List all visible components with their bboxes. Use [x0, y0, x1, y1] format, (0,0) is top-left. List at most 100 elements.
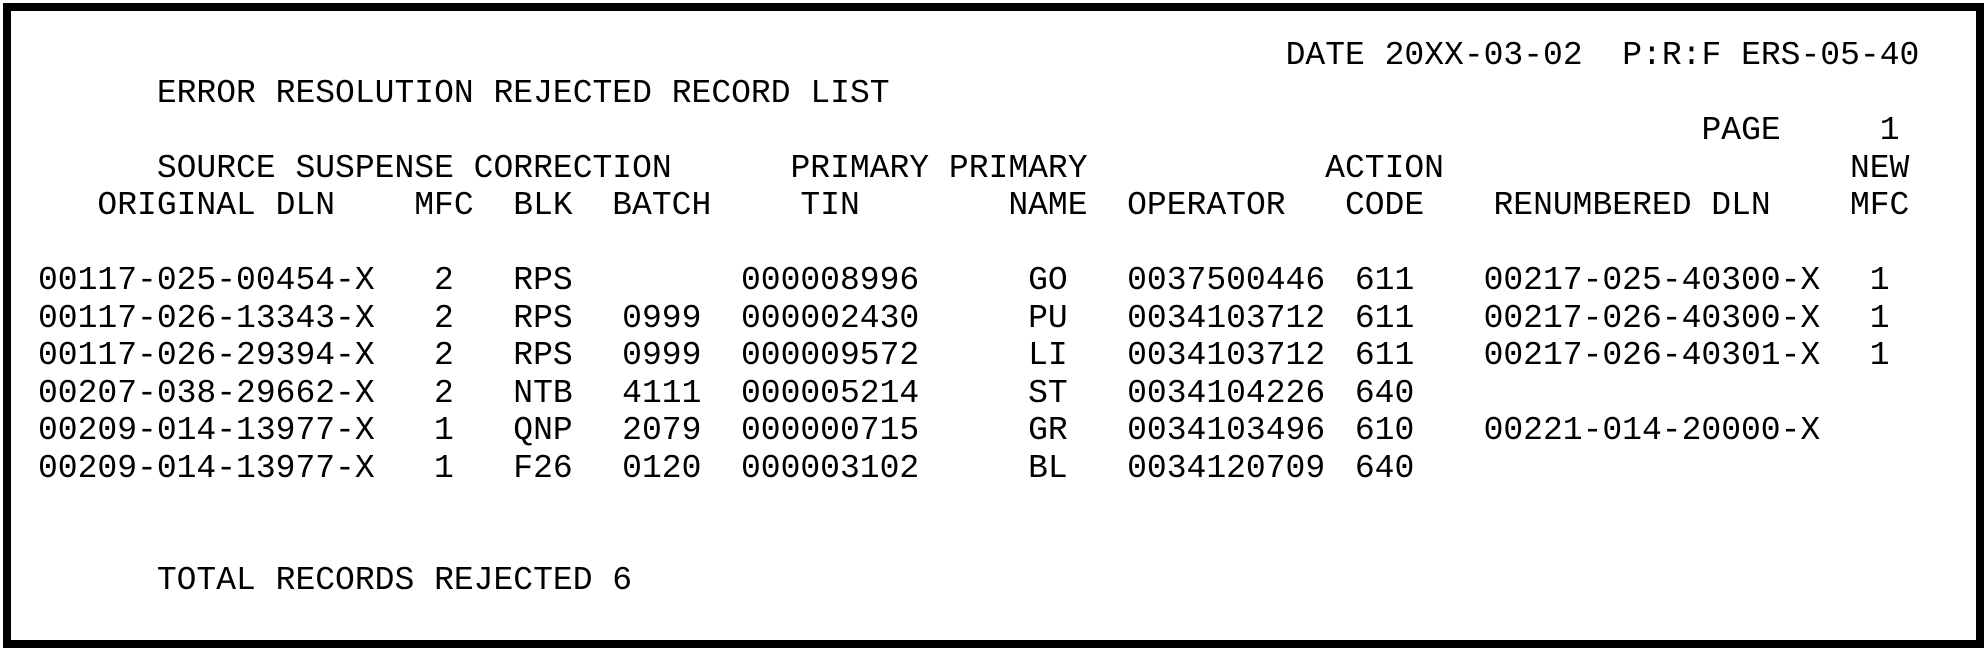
cell-operator: 0034103712	[1127, 337, 1326, 374]
cell-operator: 0034103712	[1127, 299, 1326, 337]
cell-name: GR	[1028, 412, 1068, 449]
cell-name: PU	[1028, 299, 1068, 337]
cell-code: 611	[1354, 299, 1415, 337]
col-header-new-mfc: MFC	[1849, 187, 1910, 224]
col-header-new-top: NEW	[1849, 149, 1910, 187]
cell-renumbered-dln: 00217-025-40300-X	[1483, 262, 1821, 299]
cell-tin: 000008996	[740, 262, 920, 299]
cell-mfc: 2	[434, 262, 454, 299]
cell-batch: 4111	[622, 374, 702, 412]
cell-blk: RPS	[513, 337, 573, 374]
cell-blk: QNP	[513, 412, 573, 449]
cell-blk: NTB	[513, 374, 573, 412]
cell-blk: RPS	[513, 299, 573, 337]
table-row: 00117-026-13343-X 2 RPS 0999 000002430 P…	[38, 300, 1939, 338]
cell-name: LI	[1028, 337, 1068, 374]
cell-original-dln: 00207-038-29662-X	[38, 374, 375, 412]
blank-line	[38, 487, 1976, 525]
date-value: 20XX-03-02	[1384, 37, 1583, 74]
cell-new-mfc	[1820, 412, 1939, 450]
col-header-operator: OPERATOR	[1127, 187, 1286, 224]
cell-new-mfc: 1	[1869, 262, 1890, 299]
col-header-blk: BLK	[513, 187, 573, 224]
cell-mfc: 2	[434, 337, 454, 374]
cell-code: 611	[1354, 262, 1415, 299]
table-row: 00117-025-00454-X 2 RPS 000008996 GO 003…	[38, 262, 1939, 300]
cell-new-mfc	[1820, 450, 1939, 488]
cell-operator: 0034104226	[1127, 374, 1326, 412]
report-sheet: ERROR RESOLUTION REJECTED RECORD LIST DA…	[3, 3, 1984, 648]
cell-blk: F26	[513, 449, 573, 487]
report-subtitle: SOURCE SUSPENSE CORRECTION	[156, 149, 672, 187]
cell-renumbered-dln: 00217-026-40300-X	[1483, 299, 1821, 337]
col-header-renumbered-dln: RENUMBERED DLN	[1493, 187, 1771, 224]
cell-operator: 0037500446	[1127, 262, 1326, 299]
cell-tin: 000005214	[740, 374, 920, 412]
table-row: 00117-026-29394-X 2 RPS 0999 000009572 L…	[38, 337, 1939, 375]
cell-name: BL	[1028, 449, 1068, 487]
cell-original-dln: 00117-026-13343-X	[38, 299, 375, 337]
report-title-line: ERROR RESOLUTION REJECTED RECORD LIST DA…	[38, 37, 1939, 112]
cell-batch	[592, 262, 731, 300]
cell-tin: 000009572	[740, 337, 920, 374]
col-header-primary-name-top: PRIMARY	[948, 149, 1088, 187]
cell-renumbered-dln: 00221-014-20000-X	[1483, 412, 1821, 449]
col-header-spacer	[1444, 150, 1820, 188]
total-line: TOTAL RECORDS REJECTED 6	[38, 525, 1939, 599]
col-header-action-top: ACTION	[1325, 149, 1444, 187]
rejected-records-table: PRIMARY PRIMARY ACTION NEW ORIGINAL DLN …	[38, 150, 1939, 488]
page-number: 1	[1879, 112, 1900, 149]
col-header-spacer	[1088, 150, 1326, 188]
report-id: P:R:F ERS-05-40	[1622, 37, 1920, 74]
page-label: PAGE	[1701, 112, 1781, 149]
cell-code: 610	[1354, 412, 1415, 449]
col-header-original-dln: ORIGINAL DLN	[97, 187, 336, 224]
cell-batch: 0999	[622, 299, 702, 337]
cell-mfc: 1	[434, 412, 454, 449]
table-header-row-top: PRIMARY PRIMARY ACTION NEW	[38, 150, 1939, 188]
cell-batch: 0120	[622, 449, 702, 487]
cell-blk: RPS	[513, 262, 573, 299]
col-header-name: NAME	[1008, 187, 1088, 224]
report-date-block: DATE 20XX-03-02 P:R:F ERS-05-40	[1286, 37, 1920, 75]
table-row: 00207-038-29662-X 2 NTB 4111 000005214 S…	[38, 375, 1939, 413]
cell-name: GO	[1028, 262, 1068, 299]
cell-operator: 0034103496	[1127, 412, 1326, 449]
blank-line	[38, 225, 1939, 263]
cell-mfc: 2	[434, 374, 454, 412]
total-label: TOTAL RECORDS REJECTED	[156, 562, 593, 599]
cell-operator: 0034120709	[1127, 449, 1326, 487]
cell-tin: 000002430	[740, 299, 920, 337]
col-header-code: CODE	[1344, 187, 1425, 224]
table-header-row: ORIGINAL DLN MFC BLK BATCH TIN NAME OPER…	[38, 187, 1939, 225]
cell-code: 640	[1354, 374, 1415, 412]
col-header-primary-tin-top: PRIMARY	[790, 149, 930, 187]
col-header-tin: TIN	[800, 187, 860, 224]
cell-renumbered-dln	[1444, 450, 1820, 488]
cell-original-dln: 00117-026-29394-X	[38, 337, 375, 374]
cell-tin: 000000715	[740, 412, 920, 449]
cell-renumbered-dln	[1444, 375, 1820, 413]
cell-batch: 2079	[622, 412, 702, 449]
cell-code: 640	[1354, 449, 1415, 487]
cell-tin: 000003102	[740, 449, 920, 487]
report-title: ERROR RESOLUTION REJECTED RECORD LIST	[156, 74, 890, 112]
date-label: DATE	[1285, 37, 1365, 74]
report-subtitle-line: SOURCE SUSPENSE CORRECTION PAGE 1	[38, 112, 1939, 187]
cell-original-dln: 00209-014-13977-X	[38, 449, 375, 487]
table-row: 00209-014-13977-X 1 F26 0120 000003102 B…	[38, 450, 1939, 488]
cell-new-mfc: 1	[1869, 337, 1890, 374]
cell-renumbered-dln: 00217-026-40301-X	[1483, 337, 1821, 374]
total-value: 6	[612, 562, 633, 599]
col-header-batch: BATCH	[612, 187, 712, 224]
cell-mfc: 2	[434, 299, 454, 337]
table-row: 00209-014-13977-X 1 QNP 2079 000000715 G…	[38, 412, 1939, 450]
cell-name: ST	[1028, 374, 1068, 412]
cell-new-mfc: 1	[1869, 299, 1890, 337]
cell-mfc: 1	[434, 449, 454, 487]
cell-batch: 0999	[622, 337, 702, 374]
cell-original-dln: 00209-014-13977-X	[38, 412, 375, 449]
report-content: ERROR RESOLUTION REJECTED RECORD LIST DA…	[11, 11, 1976, 599]
col-header-mfc: MFC	[414, 187, 474, 224]
cell-new-mfc	[1820, 375, 1939, 413]
